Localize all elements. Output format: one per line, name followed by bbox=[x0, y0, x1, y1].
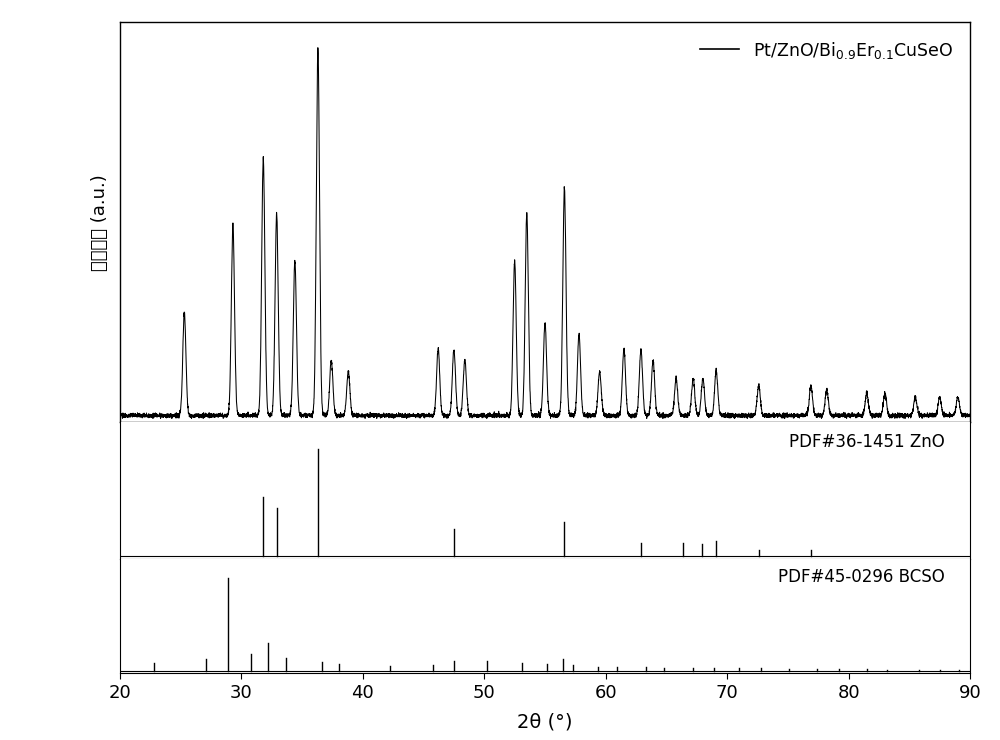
X-axis label: 2θ (°): 2θ (°) bbox=[517, 713, 573, 732]
Y-axis label: 衍射强度 (a.u.): 衍射强度 (a.u.) bbox=[91, 174, 109, 271]
Legend: Pt/ZnO/Bi$_{0.9}$Er$_{0.1}$CuSeO: Pt/ZnO/Bi$_{0.9}$Er$_{0.1}$CuSeO bbox=[692, 31, 961, 70]
Text: PDF#45-0296 BCSO: PDF#45-0296 BCSO bbox=[778, 568, 944, 586]
Text: PDF#36-1451 ZnO: PDF#36-1451 ZnO bbox=[789, 433, 944, 451]
